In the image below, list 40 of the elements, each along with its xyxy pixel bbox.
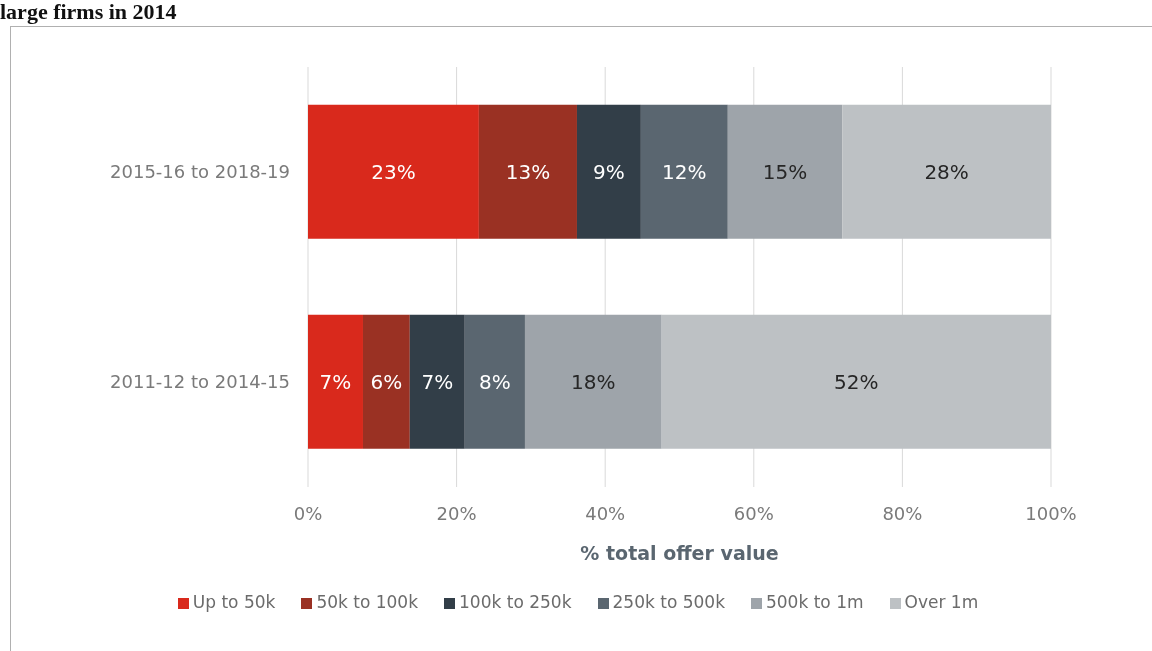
bar bbox=[727, 104, 843, 239]
bar bbox=[464, 314, 525, 449]
x-tick-label: 0% bbox=[293, 502, 323, 524]
x-axis-title: % total offer value bbox=[580, 542, 779, 565]
data-label: 13% bbox=[505, 159, 551, 184]
x-tick-label: 100% bbox=[1025, 502, 1077, 524]
data-label: 28% bbox=[924, 159, 969, 184]
x-tick-label: 80% bbox=[882, 502, 923, 524]
bar bbox=[524, 314, 662, 449]
legend-label: 500k to 1m bbox=[765, 592, 864, 612]
bar bbox=[409, 314, 465, 449]
bar bbox=[478, 104, 577, 239]
y-tick-label: 2011-12 to 2014-15 bbox=[110, 371, 290, 393]
bar bbox=[576, 104, 641, 239]
data-label: 7% bbox=[319, 369, 352, 394]
legend-label: Up to 50k bbox=[192, 592, 276, 612]
legend-label: Over 1m bbox=[904, 592, 979, 612]
data-label: 12% bbox=[662, 159, 707, 184]
legend-label: 100k to 250k bbox=[459, 592, 572, 612]
legend-label: 50k to 100k bbox=[316, 592, 419, 612]
data-label: 52% bbox=[834, 369, 879, 394]
bar bbox=[640, 104, 728, 239]
bar bbox=[842, 104, 1051, 239]
data-label: 6% bbox=[370, 369, 403, 394]
bar bbox=[661, 314, 1051, 449]
data-label: 18% bbox=[571, 369, 616, 394]
data-label: 15% bbox=[762, 159, 808, 184]
data-label: 23% bbox=[371, 159, 416, 184]
y-tick-label: 2015-16 to 2018-19 bbox=[110, 161, 290, 183]
data-label: 9% bbox=[593, 159, 625, 184]
bar bbox=[308, 314, 363, 449]
x-tick-label: 60% bbox=[733, 502, 774, 524]
bar bbox=[362, 314, 410, 449]
text: large firms in 2014 bbox=[0, 0, 177, 24]
bar bbox=[308, 104, 479, 239]
x-tick-label: 20% bbox=[436, 502, 477, 524]
legend-label: 250k to 500k bbox=[612, 592, 725, 612]
data-label: 7% bbox=[421, 369, 454, 394]
data-label: 8% bbox=[479, 369, 511, 394]
x-tick-label: 40% bbox=[585, 502, 626, 524]
